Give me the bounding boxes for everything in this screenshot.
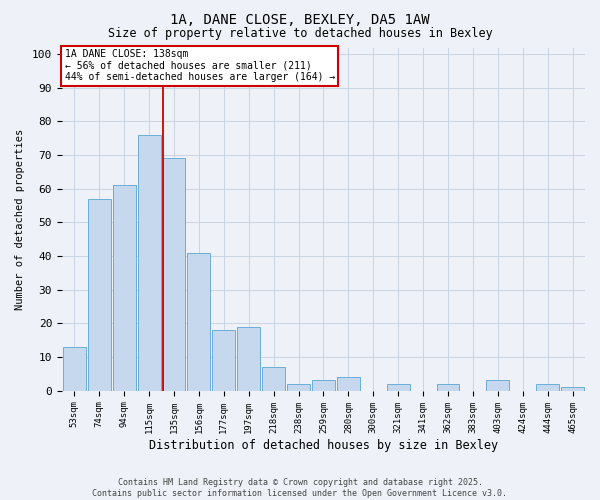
Bar [163,158,185,390]
Bar [137,135,161,390]
Text: Contains HM Land Registry data © Crown copyright and database right 2025.
Contai: Contains HM Land Registry data © Crown c… [92,478,508,498]
Bar [262,367,285,390]
Bar [287,384,310,390]
Bar [187,252,211,390]
Bar [237,326,260,390]
Bar [561,387,584,390]
Bar [337,377,360,390]
Bar [487,380,509,390]
Bar [387,384,410,390]
Text: Size of property relative to detached houses in Bexley: Size of property relative to detached ho… [107,28,493,40]
Bar [212,330,235,390]
Bar [88,199,111,390]
Bar [536,384,559,390]
Y-axis label: Number of detached properties: Number of detached properties [15,128,25,310]
Bar [63,347,86,391]
Bar [312,380,335,390]
Bar [113,186,136,390]
Text: 1A DANE CLOSE: 138sqm
← 56% of detached houses are smaller (211)
44% of semi-det: 1A DANE CLOSE: 138sqm ← 56% of detached … [65,49,335,82]
Text: 1A, DANE CLOSE, BEXLEY, DA5 1AW: 1A, DANE CLOSE, BEXLEY, DA5 1AW [170,12,430,26]
Bar [437,384,460,390]
X-axis label: Distribution of detached houses by size in Bexley: Distribution of detached houses by size … [149,440,498,452]
